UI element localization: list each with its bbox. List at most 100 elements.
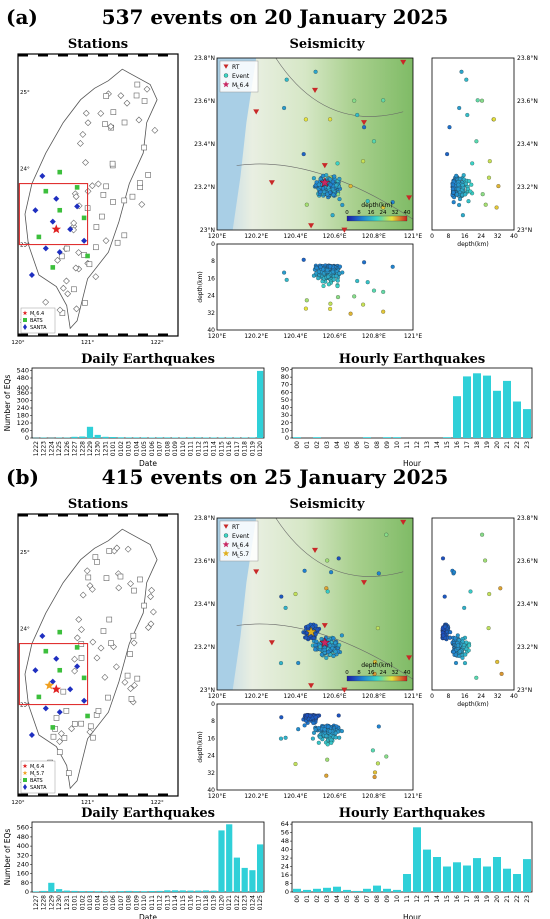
rt-station (312, 87, 318, 93)
event-dot (283, 735, 288, 740)
station-diamond (121, 678, 129, 686)
station-square (85, 574, 92, 581)
seismicity-frame-b (216, 517, 414, 691)
y-tick-label: 90 (281, 366, 289, 374)
event-dot (318, 735, 323, 740)
map-lon-tick: 122° (151, 800, 164, 806)
x-axis-label: Hour (403, 913, 422, 919)
bar (483, 866, 491, 892)
event-dot (331, 277, 336, 282)
bar (156, 437, 163, 438)
map-border-tick (118, 54, 128, 57)
station-legend-label: SANTA (30, 325, 47, 331)
station-square (137, 576, 143, 583)
station-diamond (84, 119, 92, 127)
map-border-tick (58, 793, 68, 796)
y-tick-label: 64 (281, 820, 289, 828)
x-tick-label: 00 (294, 441, 301, 449)
x-tick-label: 0112 (195, 441, 202, 456)
station-square (106, 616, 113, 623)
event-dot (313, 69, 318, 74)
y-tick-label: 540 (17, 367, 29, 375)
x-tick-label: 17 (464, 441, 471, 449)
event-dot (460, 183, 465, 188)
x-tick-label: 09 (384, 895, 391, 903)
x-tick-label: 08 (374, 441, 381, 449)
x-tick-label: 1231 (102, 441, 109, 456)
station-diamond (79, 591, 87, 599)
event-dot (371, 139, 377, 144)
x-tick-label: 13 (424, 895, 431, 903)
event-dot (451, 649, 456, 654)
x-tick-label: 1230 (95, 441, 102, 456)
station-square (64, 245, 70, 252)
station-square (87, 723, 94, 730)
seis-lon-tick: 120.8°E (362, 233, 386, 240)
panel-title-a: 537 events on 20 January 2025 (102, 5, 449, 29)
bar (94, 434, 101, 438)
event-dot (487, 591, 492, 597)
seis-lon-tick: 121°E (404, 233, 422, 240)
santa-station (42, 705, 49, 712)
seis-legend-label: ML6.4 (232, 82, 249, 90)
y-tick-label: 160 (17, 870, 29, 878)
bar (473, 858, 481, 892)
colorbar-tick: 8 (357, 210, 361, 216)
seismicity-title-a: Seismicity (289, 37, 364, 52)
y-tick-label: 40 (281, 846, 289, 854)
rt-station (268, 180, 275, 186)
station-diamond (70, 219, 78, 227)
event-dot (483, 558, 488, 563)
event-dot (296, 727, 301, 732)
seis-lon-tick: 120.6°E (323, 233, 347, 240)
event-dot (301, 257, 306, 262)
colorbar-tick: 24 (380, 670, 387, 676)
mainshock-star (319, 177, 331, 188)
station-diamond (127, 685, 135, 692)
station-diamond (97, 110, 105, 117)
santa-station (28, 272, 35, 279)
event-dot (334, 183, 339, 188)
study-area-box (18, 183, 89, 246)
station-square (141, 602, 147, 609)
rt-station (406, 655, 413, 661)
mainshock-star (319, 637, 331, 648)
event-dot (279, 715, 284, 720)
event-dot (453, 636, 458, 641)
y-tick-label: 8 (285, 880, 289, 888)
x-tick-label: 0115 (180, 895, 187, 910)
bar (453, 396, 461, 438)
bar (218, 437, 225, 438)
rt-station (361, 120, 367, 126)
station-square (130, 632, 137, 639)
mainshock-star (51, 684, 61, 694)
y-tick-label: 0 (25, 434, 29, 442)
legend-star (22, 310, 28, 315)
event-dot (310, 736, 315, 741)
x-axis-label: Date (139, 459, 157, 468)
station-diamond (130, 639, 138, 647)
event-dot (303, 117, 308, 122)
depth-lat-frame-a (431, 57, 515, 231)
event-dot (454, 192, 459, 197)
event-dot (348, 311, 353, 316)
event-dot (457, 653, 462, 659)
station-square (92, 554, 99, 560)
event-dot (318, 189, 323, 195)
event-dot (282, 270, 287, 275)
event-dot (329, 740, 334, 745)
station-diamond (75, 249, 83, 256)
bar (233, 857, 240, 892)
bar (133, 437, 140, 438)
station-square (63, 708, 70, 714)
station-square (78, 720, 85, 727)
legend-star (222, 81, 230, 88)
seismicity-frame-a (216, 57, 414, 231)
station-square (137, 180, 143, 186)
event-dot (306, 624, 311, 629)
event-dot (328, 306, 333, 311)
y-tick-label: 480 (17, 374, 29, 382)
station-diamond (144, 624, 152, 631)
x-tick-label: 0118 (242, 441, 249, 456)
x-tick-label: 1229 (87, 441, 94, 456)
